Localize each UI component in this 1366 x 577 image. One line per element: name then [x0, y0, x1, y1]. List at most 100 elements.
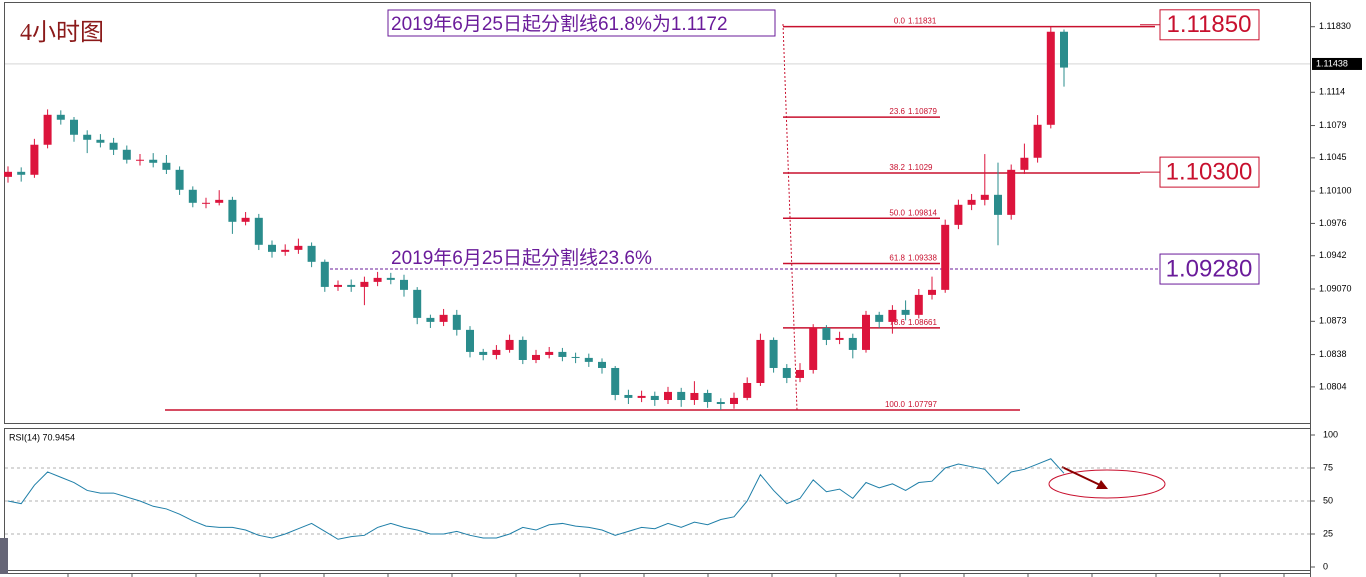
- fib-level: 0.0: [894, 17, 906, 26]
- candle-body: [598, 361, 606, 368]
- candle-body: [228, 199, 237, 222]
- candle-body: [386, 277, 395, 280]
- candle-body: [703, 392, 712, 402]
- candle-body: [835, 337, 844, 340]
- candle-body: [756, 339, 765, 383]
- candle-body: [571, 356, 580, 358]
- candle-body: [479, 351, 488, 355]
- candle-body: [466, 329, 474, 352]
- candle-body: [109, 142, 118, 150]
- fib-level: 61.8: [889, 254, 905, 263]
- candle-body: [822, 327, 831, 340]
- fib-trend-line: [782, 23, 798, 411]
- candle-body: [888, 309, 897, 322]
- y-tick-label: 1.1079: [1319, 120, 1347, 130]
- candle-body: [716, 401, 725, 404]
- highlight-ellipse: [1048, 469, 1166, 499]
- y-tick-label: 100: [1323, 429, 1338, 439]
- candle-body: [30, 144, 39, 175]
- fib-price: 1.09338: [908, 254, 937, 263]
- candle-body: [518, 339, 527, 360]
- candle-body: [307, 245, 316, 262]
- y-tick-label: 1.1045: [1319, 152, 1347, 162]
- price-box-label: 1.09280: [1166, 255, 1253, 282]
- annotation: 2019年6月25日起分割线61.8%为1.1172: [391, 13, 728, 35]
- y-tick-label: 1.0804: [1319, 381, 1347, 391]
- candle-body: [426, 317, 435, 322]
- candle-body: [43, 114, 52, 145]
- candle-body: [914, 294, 923, 315]
- candle-body: [215, 199, 224, 203]
- y-tick-label: 1.0873: [1319, 316, 1347, 326]
- candle-body: [532, 354, 540, 360]
- candle-body: [677, 391, 686, 401]
- candle-body: [1046, 31, 1055, 125]
- candle-body: [743, 382, 752, 398]
- candle-body: [967, 199, 976, 205]
- candle-body: [769, 339, 778, 368]
- fib-level: 38.2: [889, 163, 905, 172]
- candle-body: [241, 217, 250, 222]
- candle-body: [1020, 157, 1029, 170]
- rsi-line: [7, 458, 1065, 540]
- candle-body: [611, 367, 620, 395]
- candle-body: [149, 159, 158, 163]
- y-tick-label: 75: [1323, 462, 1333, 472]
- price-box: [1159, 9, 1260, 41]
- candle-body: [980, 194, 989, 200]
- candle-body: [928, 289, 936, 295]
- fib-level: 50.0: [889, 208, 905, 217]
- candle-body: [730, 397, 738, 404]
- arrow-head: [1096, 480, 1108, 489]
- candle-body: [254, 217, 263, 245]
- scroll-handle: [0, 538, 8, 574]
- candle-body: [122, 149, 131, 160]
- candle-body: [70, 119, 78, 135]
- candle-body: [413, 289, 422, 318]
- candle-body: [492, 349, 501, 355]
- candle-body: [268, 244, 276, 252]
- candle-body: [796, 369, 804, 378]
- candle-body: [56, 114, 65, 120]
- candle-body: [505, 339, 514, 350]
- last-price-label: 1.11438: [1316, 58, 1348, 68]
- fib-level: 23.6: [889, 107, 905, 116]
- y-tick-label: 1.0976: [1319, 218, 1347, 228]
- y-tick-label: 25: [1323, 528, 1333, 538]
- price-box-label: 1.11850: [1167, 11, 1252, 38]
- candle-body: [4, 171, 12, 177]
- annotation-box: [387, 9, 776, 37]
- fib-level: 78.6: [889, 318, 905, 327]
- candle-body: [664, 391, 672, 401]
- fib-price: 1.10879: [908, 107, 937, 116]
- candle-body: [96, 139, 105, 143]
- annotation: 2019年6月25日起分割线23.6%: [391, 247, 652, 269]
- candle-body: [83, 134, 92, 140]
- fib-price: 1.07797: [908, 400, 937, 409]
- candle-body: [320, 261, 329, 287]
- candle-body: [862, 314, 870, 350]
- price-box: [1159, 253, 1260, 285]
- y-tick-label: 1.11830: [1319, 21, 1351, 31]
- candle-body: [334, 284, 342, 287]
- candle-body: [1007, 169, 1016, 215]
- chart-title: 4小时图: [20, 19, 104, 46]
- candle-body: [1033, 124, 1042, 158]
- candle-body: [347, 284, 356, 287]
- candle-body: [690, 392, 699, 401]
- candle-body: [439, 314, 448, 322]
- candle-body: [360, 281, 369, 287]
- y-tick-label: 1.0838: [1319, 349, 1347, 359]
- candle-body: [17, 171, 26, 175]
- candle-body: [373, 277, 382, 282]
- candle-body: [175, 169, 184, 190]
- y-tick-label: 1.09070: [1319, 283, 1352, 293]
- candle-body: [901, 309, 910, 315]
- candle-body: [452, 314, 461, 330]
- y-tick-label: 1.1114: [1319, 87, 1345, 97]
- plot-layer: 1.11830 1.1114 1.1079 1.1045 1.10100 1.0976 1.…: [4, 9, 1362, 577]
- candle-body: [941, 224, 950, 290]
- candle-body: [188, 189, 197, 203]
- candle-body: [400, 279, 408, 290]
